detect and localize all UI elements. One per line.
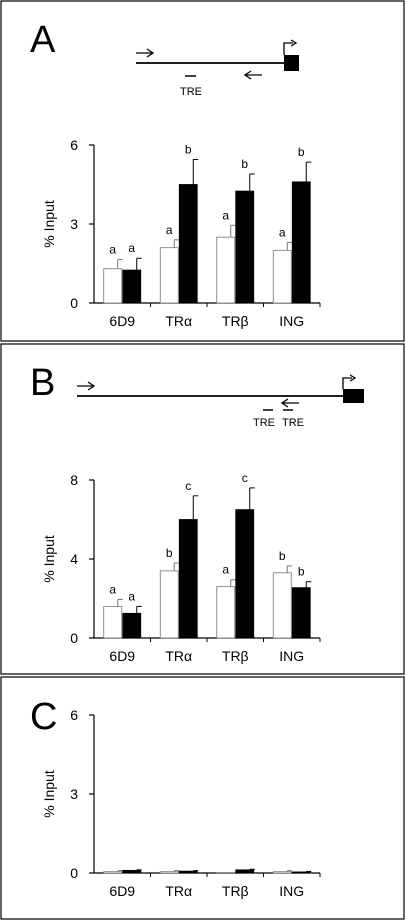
panel-a-significance-ing-black: b (298, 145, 305, 159)
panel-a-y-axis-label: % Input (41, 200, 57, 248)
panel-b-tss-arrow-icon (342, 377, 352, 389)
panel-b-x-label-ing: ING (279, 648, 304, 664)
panel-c-x-label-ing: ING (279, 883, 304, 899)
panel-a-tre-label: TRE (180, 86, 202, 98)
panel-b-bar-trbeta-white (216, 586, 236, 639)
panel-a-frame (0, 0, 405, 342)
panel-a-x-label-6d9: 6D9 (109, 313, 135, 329)
panel-b-forward-primer-icon (77, 381, 96, 391)
panel-a-x-label-ing: ING (279, 313, 304, 329)
panel-c-y-tick-label: 3 (70, 786, 78, 802)
panel-a-significance-ing-white: a (279, 225, 286, 239)
panel-b-frame (0, 343, 405, 675)
panel-c-y-axis-label: % Input (41, 770, 57, 818)
panel-a-significance-trbeta-white: a (222, 208, 229, 222)
panel-a-reverse-primer-icon (243, 70, 262, 80)
panel-b-x-label-6d9: 6D9 (109, 648, 135, 664)
panel-c-bar-6d9-white (103, 871, 123, 874)
panel-a-exon-box (284, 55, 299, 71)
panel-a-y-tick-label: 3 (70, 216, 78, 232)
panel-b-significance-tralpha-white: b (166, 546, 173, 560)
panel-c-chart: % Input 0 3 6 6D9 TRα TRβ ING (41, 707, 321, 899)
panel-b-significance-tralpha-black: c (185, 479, 191, 493)
panel-a-bar-6d9-black (122, 269, 142, 304)
panel-c-bar-tralpha-black (178, 870, 198, 874)
panel-b-significance-trbeta-white: a (222, 563, 229, 577)
panel-b-bar-6d9-white (103, 606, 123, 639)
panel-a-significance-trbeta-black: b (241, 157, 248, 171)
panel-b-bar-6d9-black (122, 612, 142, 639)
panel-b-label: B (30, 362, 55, 404)
panel-c-y-tick-label: 6 (70, 707, 78, 723)
panel-b-significance-6d9-black: a (128, 589, 135, 603)
panel-a-bar-tralpha-black (178, 184, 198, 304)
panel-c-bar-trbeta-white (216, 872, 236, 874)
panel-c: C % Input 0 3 6 6D9 TRα TRβ ING (0, 676, 405, 920)
panel-b-tre-label-1: TRE (253, 417, 275, 429)
panel-a-tss-arrow-icon (283, 42, 293, 55)
panel-b-exon-box (343, 389, 364, 403)
panel-a-bar-ing-black (291, 181, 311, 304)
panel-c-x-label-tralpha: TRα (165, 883, 192, 899)
panel-a-bar-6d9-white (103, 268, 123, 304)
panel-b-tss-arrowhead-icon (349, 374, 357, 382)
panel-a-y-tick-label: 0 (70, 295, 78, 311)
panel-b-significance-ing-black: b (298, 565, 305, 579)
panel-a-forward-primer-icon (136, 48, 155, 58)
panel-a-significance-6d9-black: a (128, 241, 135, 255)
panel-c-bar-trbeta-black (235, 869, 255, 874)
panel-b-y-axis-label: % Input (41, 535, 57, 583)
panel-c-x-label-6d9: 6D9 (109, 883, 135, 899)
panel-c-x-label-trbeta: TRβ (222, 883, 249, 899)
panel-a-bar-ing-white (272, 249, 292, 304)
panel-b-y-tick-label: 8 (70, 472, 78, 488)
panel-b-reverse-primer-icon (280, 398, 299, 408)
panel-b-bar-tralpha-white (159, 570, 179, 639)
panel-b-gene-diagram: TRE TRE (77, 374, 364, 429)
panel-c-bar-6d9-black (122, 869, 142, 874)
panel-c-bar-ing-white (272, 871, 292, 874)
panel-b-bar-tralpha-black (178, 519, 198, 639)
panel-a-bar-trbeta-black (235, 190, 255, 304)
panel-b-y-tick-label: 4 (70, 551, 78, 567)
panel-a-bar-trbeta-white (216, 236, 236, 304)
panel-a-significance-tralpha-black: b (185, 142, 192, 156)
panel-a-tss-arrowhead-icon (290, 39, 298, 47)
panel-b-bar-ing-white (272, 572, 292, 639)
panel-b-significance-ing-white: b (279, 549, 286, 563)
panel-b-y-tick-label: 0 (70, 630, 78, 646)
panel-a-gene-diagram: TRE (136, 39, 299, 98)
panel-a-bar-tralpha-white (159, 247, 179, 304)
panel-a-y-tick-label: 6 (70, 137, 78, 153)
panel-a-significance-tralpha-white: a (166, 223, 173, 237)
panel-b-tre-label-2: TRE (282, 417, 304, 429)
panel-b-significance-trbeta-black: c (242, 471, 248, 485)
panel-c-y-tick-label: 0 (70, 865, 78, 881)
panel-b-x-label-trbeta: TRβ (222, 648, 249, 664)
panel-a-significance-6d9-white: a (109, 243, 116, 257)
panel-c-bar-ing-black (291, 871, 311, 874)
panel-a-x-label-trbeta: TRβ (222, 313, 249, 329)
panel-c-frame (0, 676, 405, 920)
panel-a-x-label-tralpha: TRα (165, 313, 192, 329)
panel-c-label: C (30, 696, 57, 738)
panel-b-x-label-tralpha: TRα (165, 648, 192, 664)
panel-c-bar-tralpha-white (159, 871, 179, 874)
panel-b-bar-trbeta-black (235, 509, 255, 639)
panel-b-significance-6d9-white: a (109, 582, 116, 596)
panel-a-label: A (30, 19, 56, 61)
panel-b-bar-ing-black (291, 587, 311, 639)
